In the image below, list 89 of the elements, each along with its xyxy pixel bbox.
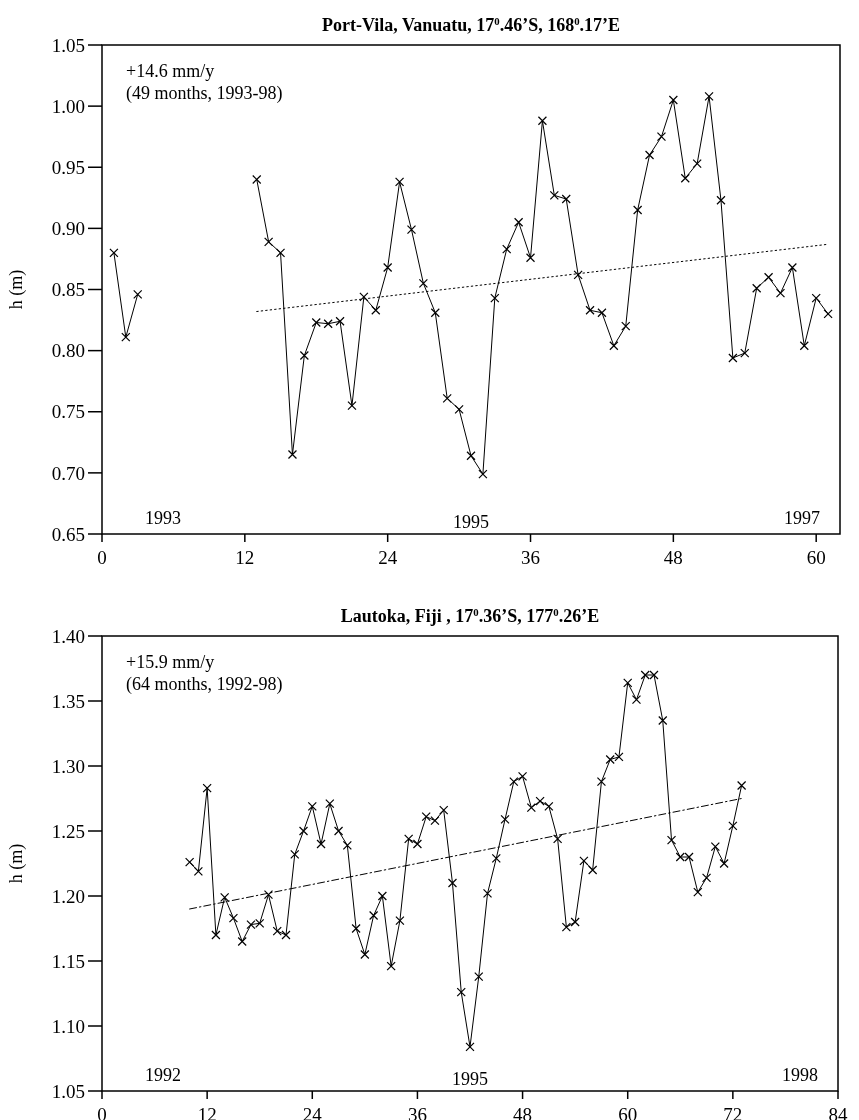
annotation: 1995: [453, 512, 489, 532]
point: [252, 174, 262, 185]
y-tick-label: 1.15: [51, 950, 85, 972]
point: [121, 332, 131, 342]
point: [478, 469, 488, 479]
y-axis-title: h (m): [6, 269, 27, 310]
annotation: (49 months, 1993-98): [126, 83, 283, 104]
point: [823, 309, 833, 319]
point: [787, 262, 797, 273]
y-tick-label: 1.35: [51, 690, 85, 712]
point: [502, 244, 512, 254]
point: [609, 341, 619, 351]
point: [644, 150, 655, 160]
point: [704, 91, 714, 101]
point: [728, 353, 738, 363]
point: [109, 248, 119, 258]
point: [585, 305, 595, 315]
point: [418, 278, 428, 288]
x-tick-label: 0: [97, 547, 107, 568]
point: [775, 288, 786, 298]
point: [442, 393, 452, 403]
x-tick-label: 12: [235, 547, 255, 568]
annotation: (64 months, 1992-98): [126, 674, 283, 695]
y-tick-label: 0.70: [51, 462, 85, 484]
point: [716, 195, 726, 205]
point: [656, 132, 667, 142]
y-tick-label: 1.40: [51, 625, 85, 647]
y-tick-label: 0.95: [51, 156, 85, 178]
point: [597, 308, 607, 318]
annotation: 1998: [782, 1065, 818, 1085]
y-tick-label: 1.30: [51, 755, 85, 777]
point: [549, 190, 559, 200]
annotation: +14.6 mm/y: [126, 61, 215, 81]
point: [680, 173, 690, 183]
point: [561, 194, 571, 204]
point: [299, 350, 309, 361]
annotation: +15.9 mm/y: [126, 652, 215, 672]
x-tick-label: 48: [663, 547, 683, 568]
y-axis-title: h (m): [6, 843, 27, 884]
point: [490, 293, 500, 303]
y-tick-label: 1.00: [51, 95, 85, 117]
annotation: 1997: [784, 508, 820, 528]
point: [633, 205, 643, 215]
y-tick-label: 0.85: [51, 279, 85, 301]
y-tick-label: 1.20: [51, 885, 85, 907]
point: [692, 158, 702, 169]
point: [394, 177, 405, 187]
x-tick-label: 24: [378, 547, 398, 568]
chart-title: Lautoka, Fiji , 17$^{0}$.36’S, 177$^{0}$.26’E: [340, 606, 600, 626]
point: [133, 289, 143, 299]
point: [752, 283, 762, 293]
y-tick-label: 1.25: [51, 820, 85, 842]
y-tick-label: 0.65: [51, 523, 85, 545]
point: [763, 272, 774, 282]
point: [323, 319, 333, 329]
y-tick-label: 0.90: [51, 218, 85, 240]
point: [466, 451, 476, 461]
annotation: 1992: [145, 1065, 181, 1085]
point: [740, 348, 750, 358]
point: [537, 116, 548, 126]
point: [454, 404, 464, 414]
y-tick-label: 1.05: [51, 34, 85, 56]
chart-title: Port-Vila, Vanuatu, 17$^{0}$.46’S, 168$^{0}$.17’E: [321, 15, 621, 35]
x-tick-label: 60: [806, 547, 826, 568]
point: [621, 321, 631, 331]
point: [811, 293, 821, 303]
y-tick-label: 0.75: [51, 401, 85, 423]
y-tick-label: 1.05: [51, 1080, 85, 1102]
point: [347, 401, 357, 411]
point: [264, 237, 274, 247]
point: [359, 292, 369, 302]
point: [383, 262, 393, 273]
y-tick-label: 0.80: [51, 340, 85, 362]
point: [311, 317, 321, 328]
y-tick-label: 1.10: [51, 1015, 85, 1037]
point: [406, 225, 417, 235]
point: [335, 316, 345, 326]
annotation: 1995: [452, 1069, 488, 1089]
point: [275, 248, 286, 258]
point: [514, 217, 524, 227]
point: [430, 308, 440, 318]
point: [668, 95, 678, 105]
point: [525, 253, 536, 263]
point: [287, 449, 298, 460]
annotation: 1993: [145, 508, 181, 528]
x-tick-label: 36: [521, 547, 541, 568]
point: [573, 270, 583, 280]
point: [799, 341, 809, 351]
point: [371, 305, 381, 315]
